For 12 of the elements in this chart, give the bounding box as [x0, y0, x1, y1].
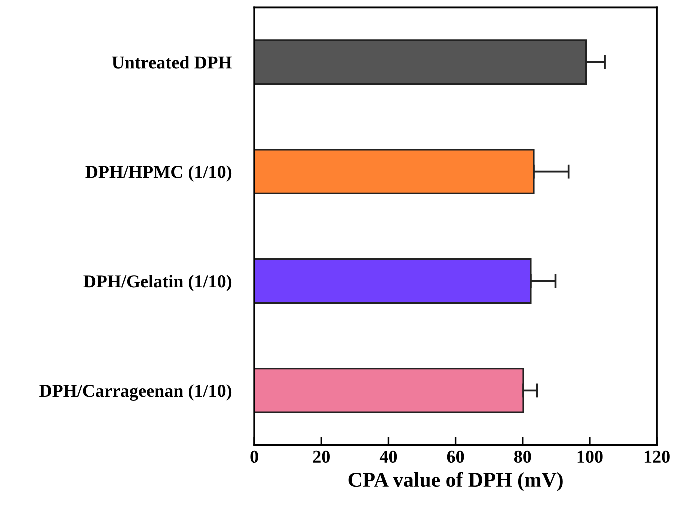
- x-axis-title: CPA value of DPH (mV): [348, 472, 563, 492]
- y-tick-label: DPH/Carrageenan (1/10): [40, 384, 232, 401]
- x-tick-label: 80: [514, 450, 532, 464]
- x-tick-label: 0: [250, 450, 258, 464]
- x-tick-label: 40: [380, 450, 398, 464]
- x-tick-label: 100: [578, 450, 603, 464]
- y-tick-label: Untreated DPH: [112, 56, 232, 69]
- x-tick-label: 60: [447, 450, 464, 464]
- y-tick-label: DPH/Gelatin (1/10): [84, 275, 232, 292]
- x-tick-label: 120: [644, 450, 670, 464]
- y-tick-label: DPH/HPMC (1/10): [86, 166, 232, 182]
- x-tick-label: 20: [313, 450, 330, 464]
